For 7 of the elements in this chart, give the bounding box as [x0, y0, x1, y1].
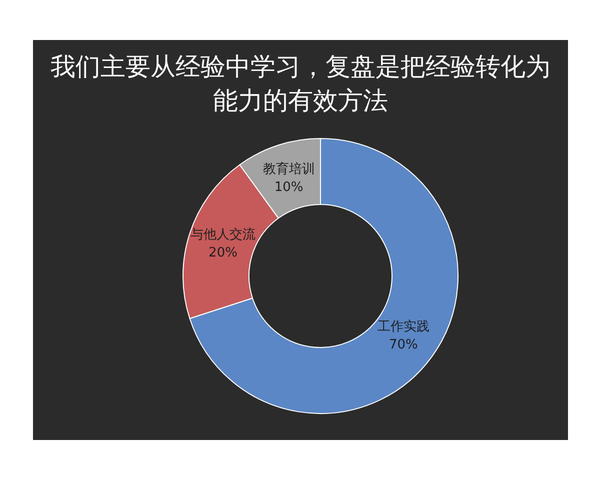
slice-label: 教育培训: [262, 160, 315, 177]
slice-label: 工作实践: [377, 320, 430, 335]
data-label: 70%: [388, 338, 418, 353]
data-label: 20%: [208, 246, 238, 261]
slice-label: 与他人交流: [190, 226, 256, 243]
chart-title: 我们主要从经验中学习，复盘是把经验转化为能力的有效方法: [50, 51, 552, 117]
data-label: 10%: [274, 180, 304, 195]
